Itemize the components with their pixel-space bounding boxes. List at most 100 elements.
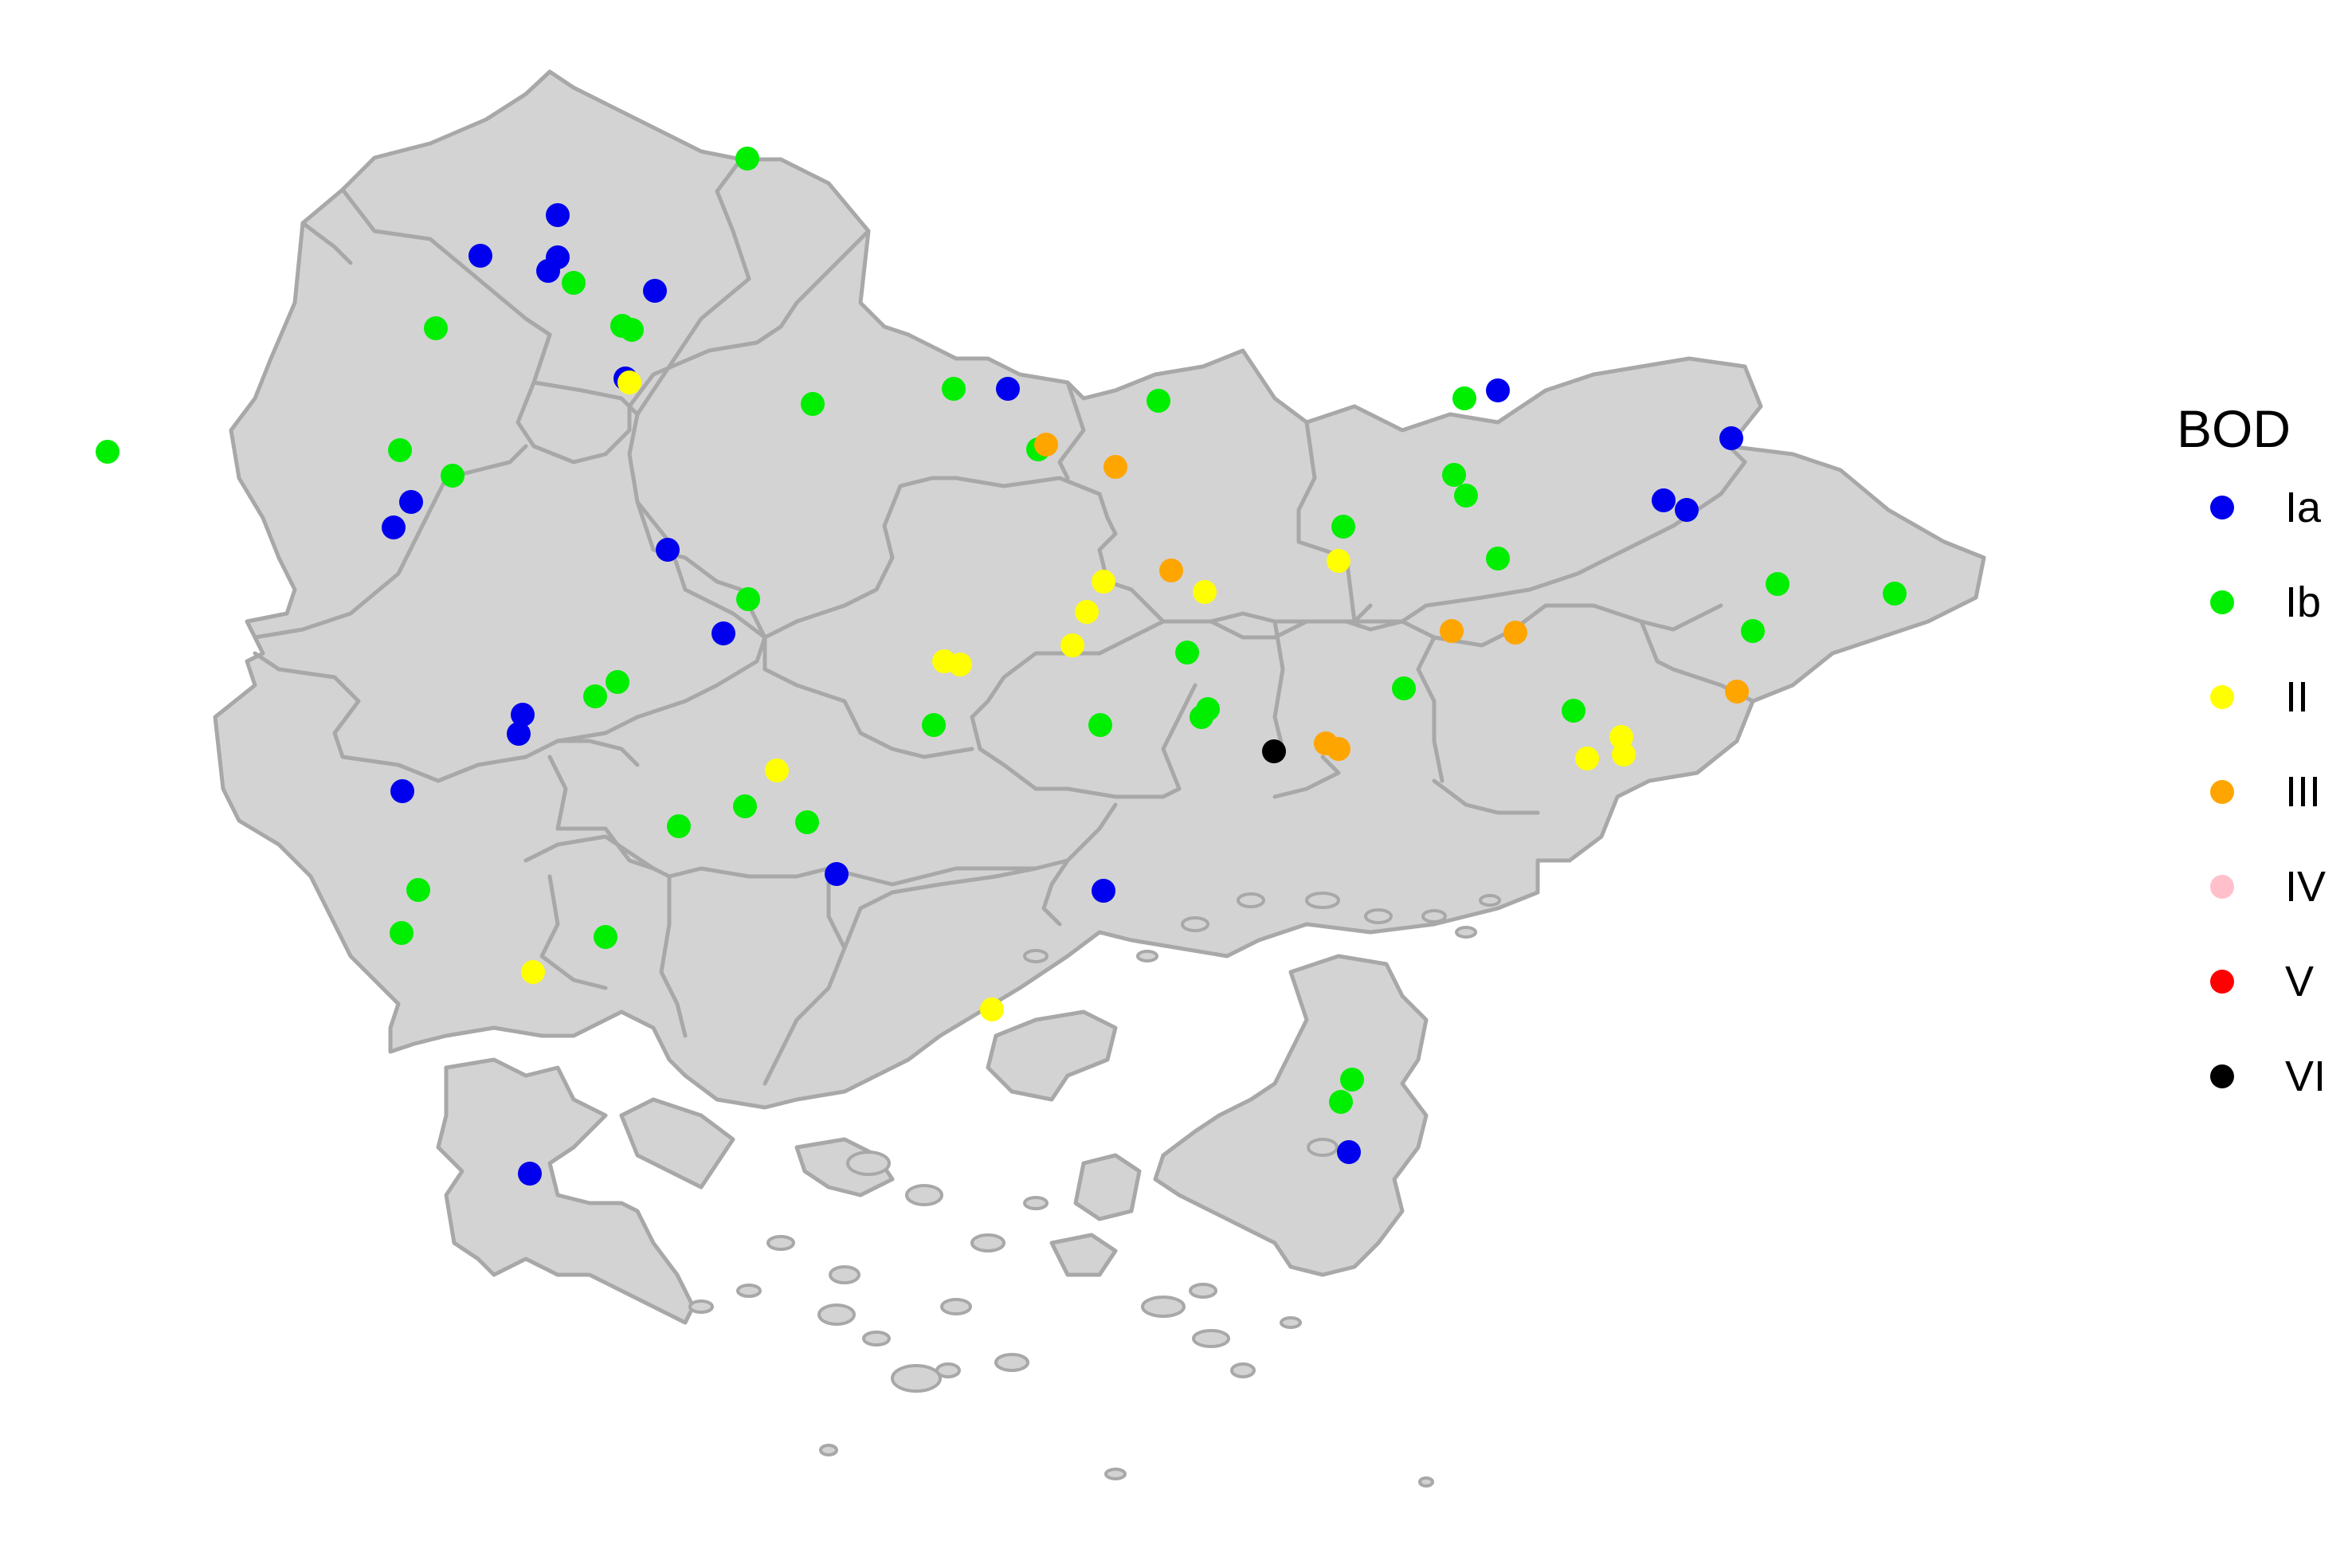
station-marker-ib [390,921,414,945]
station-marker-iii [1725,680,1749,704]
legend-label: V [2285,958,2315,1005]
station-marker-ib [1088,713,1112,737]
station-marker-ii [521,960,545,984]
station-marker-ib [1190,705,1213,729]
station-marker-ii [1060,633,1084,657]
station-marker-ii [980,998,1004,1021]
station-marker-ib [801,392,825,416]
monitoring-stations [96,147,1907,1186]
station-marker-ii [948,653,972,676]
legend-item-ia: Ia [2167,480,2352,574]
legend-swatch [2210,970,2234,994]
station-marker-ia [1652,488,1676,512]
station-marker-ib [667,814,691,838]
legend-label: Ib [2285,578,2322,626]
station-marker-iii [1103,455,1127,479]
station-marker-ii [1612,743,1636,766]
legend-title: BOD [2177,399,2291,458]
station-marker-ib [733,794,757,818]
legend-swatch [2210,590,2234,614]
station-marker-ib [606,670,629,694]
legend-swatch [2210,875,2234,899]
station-marker-ib [620,318,644,342]
station-marker-ib [1147,389,1170,413]
station-marker-ii [1193,580,1217,604]
station-marker-ia [643,279,667,303]
legend-swatch [2210,780,2234,804]
station-marker-ia [468,244,492,268]
station-marker-ii [765,759,789,782]
station-marker-ib [1741,619,1765,643]
legend-item-iv: IV [2167,859,2352,954]
station-marker-ib [1329,1090,1353,1114]
station-marker-ii [1092,570,1115,594]
station-marker-ib [1331,515,1355,539]
station-marker-ib [388,438,412,462]
station-marker-ia [511,703,535,727]
station-marker-ii [1575,747,1599,770]
station-marker-ib [1883,582,1907,606]
station-marker-iii [1327,737,1350,761]
legend-swatch [2210,1064,2234,1088]
station-marker-iii [1503,621,1527,645]
legend-swatch [2210,496,2234,519]
station-marker-ib [942,377,966,401]
station-marker-ia [656,538,680,562]
station-marker-ib [736,587,760,611]
legend-swatch [2210,685,2234,709]
legend-label: II [2285,673,2310,721]
legend-item-ib: Ib [2167,574,2352,669]
legend-item-v: V [2167,954,2352,1049]
station-marker-ii [1609,725,1633,749]
legend-label: III [2285,768,2322,816]
legend-label: Ia [2285,484,2322,531]
station-marker-ia [1337,1140,1361,1164]
station-marker-ia [390,779,414,803]
station-marker-ib [562,271,586,295]
station-marker-ib [1454,484,1478,508]
station-marker-ib [735,147,759,171]
station-marker-ib [795,810,819,834]
station-marker-ia [711,621,735,645]
station-marker-ib [406,878,430,902]
station-marker-ia [507,722,531,746]
station-marker-ib [1340,1068,1364,1092]
station-marker-ib [1392,676,1416,700]
legend-item-iii: III [2167,764,2352,859]
station-marker-ib [96,440,120,464]
station-marker-vi [1262,739,1286,763]
station-marker-ia [546,203,570,227]
station-marker-ib [594,925,617,949]
station-marker-ia [1092,879,1115,903]
station-marker-iii [1159,559,1183,582]
station-marker-iii [1440,619,1464,643]
station-marker-ib [1486,547,1510,570]
station-marker-ib [441,464,465,488]
station-marker-ia [1486,378,1510,402]
legend: BOD Ia Ib II III IV V VI [2167,398,2352,1143]
station-marker-ib [1766,572,1789,596]
station-marker-ii [1327,549,1350,573]
station-marker-ii [1075,600,1099,624]
station-marker-ib [583,684,607,708]
station-marker-ia [1675,498,1699,522]
station-marker-ia [996,377,1020,401]
legend-item-ii: II [2167,669,2352,764]
station-marker-ia [382,515,406,539]
station-marker-ia [536,259,560,283]
station-marker-ib [1452,386,1476,410]
station-marker-ib [424,316,448,340]
station-marker-ib [922,713,946,737]
legend-label: IV [2285,863,2327,911]
station-marker-ii [617,370,641,394]
legend-item-vi: VI [2167,1049,2352,1143]
station-marker-ib [1442,463,1466,487]
station-marker-ia [1719,426,1743,450]
station-marker-ib [1175,641,1199,664]
station-marker-ib [1562,699,1586,723]
station-marker-ia [518,1162,542,1186]
legend-items: Ia Ib II III IV V VI [2167,480,2352,1143]
station-marker-iii [1034,433,1058,457]
small-islands [688,892,1501,1488]
